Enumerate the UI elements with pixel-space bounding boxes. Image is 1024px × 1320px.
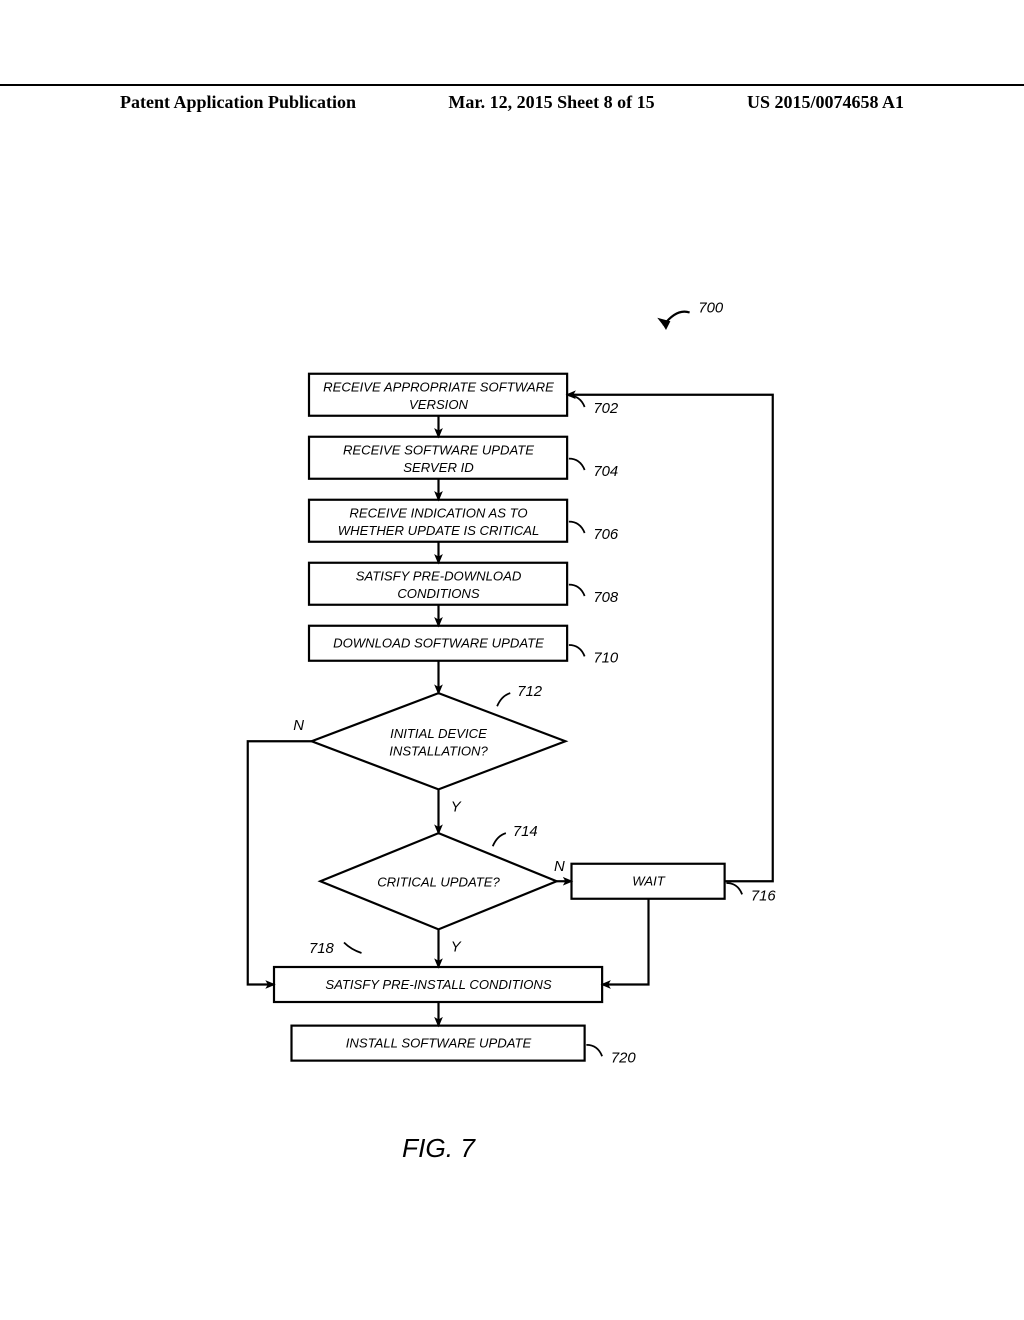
svg-text:SERVER ID: SERVER ID [403, 460, 474, 475]
svg-text:CONDITIONS: CONDITIONS [397, 586, 480, 601]
node-708: SATISFY PRE-DOWNLOAD CONDITIONS 708 [309, 563, 619, 606]
svg-text:VERSION: VERSION [409, 397, 469, 412]
svg-text:INSTALLATION?: INSTALLATION? [389, 743, 488, 758]
svg-text:710: 710 [593, 651, 619, 667]
svg-text:SATISFY PRE-INSTALL CONDITIONS: SATISFY PRE-INSTALL CONDITIONS [325, 977, 552, 992]
flowchart-figure: 700 RECEIVE APPROPRIATE SOFTWARE VERSION… [0, 155, 1024, 1205]
svg-text:DOWNLOAD SOFTWARE UPDATE: DOWNLOAD SOFTWARE UPDATE [333, 636, 544, 651]
node-714: CRITICAL UPDATE? 714 [320, 824, 556, 930]
node-720: INSTALL SOFTWARE UPDATE 720 [292, 1026, 637, 1067]
ref-700-label: 700 [698, 301, 724, 317]
svg-text:SATISFY PRE-DOWNLOAD: SATISFY PRE-DOWNLOAD [356, 568, 522, 583]
svg-text:702: 702 [593, 401, 619, 417]
svg-text:RECEIVE INDICATION AS TO: RECEIVE INDICATION AS TO [349, 505, 527, 520]
svg-text:718: 718 [309, 941, 335, 957]
label-y-712: Y [451, 799, 462, 815]
label-n-714: N [554, 859, 565, 875]
node-704: RECEIVE SOFTWARE UPDATE SERVER ID 704 [309, 437, 618, 480]
svg-text:704: 704 [593, 464, 618, 480]
svg-text:716: 716 [751, 889, 777, 905]
svg-text:708: 708 [593, 590, 619, 606]
svg-text:CRITICAL UPDATE?: CRITICAL UPDATE? [377, 875, 500, 890]
figure-label: FIG. 7 [402, 1133, 476, 1163]
node-716: WAIT 716 [572, 864, 777, 905]
node-712: INITIAL DEVICE INSTALLATION? 712 [312, 684, 566, 790]
node-710: DOWNLOAD SOFTWARE UPDATE 710 [309, 626, 619, 667]
svg-text:706: 706 [593, 527, 619, 543]
page-header: Patent Application Publication Mar. 12, … [0, 84, 1024, 113]
header-right: US 2015/0074658 A1 [747, 92, 904, 113]
svg-text:720: 720 [611, 1050, 637, 1066]
svg-text:714: 714 [513, 824, 538, 840]
ref-700: 700 [657, 301, 724, 331]
svg-text:INITIAL DEVICE: INITIAL DEVICE [390, 726, 487, 741]
edges [248, 395, 773, 1026]
svg-text:WAIT: WAIT [632, 874, 666, 889]
svg-text:INSTALL SOFTWARE UPDATE: INSTALL SOFTWARE UPDATE [346, 1036, 532, 1051]
node-706: RECEIVE INDICATION AS TO WHETHER UPDATE … [309, 500, 619, 543]
header-left: Patent Application Publication [120, 92, 356, 113]
label-n-712: N [293, 718, 304, 734]
label-y-714: Y [451, 939, 462, 955]
header-center: Mar. 12, 2015 Sheet 8 of 15 [448, 92, 654, 113]
svg-text:RECEIVE SOFTWARE UPDATE: RECEIVE SOFTWARE UPDATE [343, 442, 534, 457]
svg-text:RECEIVE APPROPRIATE SOFTWARE: RECEIVE APPROPRIATE SOFTWARE [323, 379, 554, 394]
svg-text:712: 712 [517, 684, 543, 700]
svg-text:WHETHER UPDATE IS CRITICAL: WHETHER UPDATE IS CRITICAL [338, 523, 540, 538]
